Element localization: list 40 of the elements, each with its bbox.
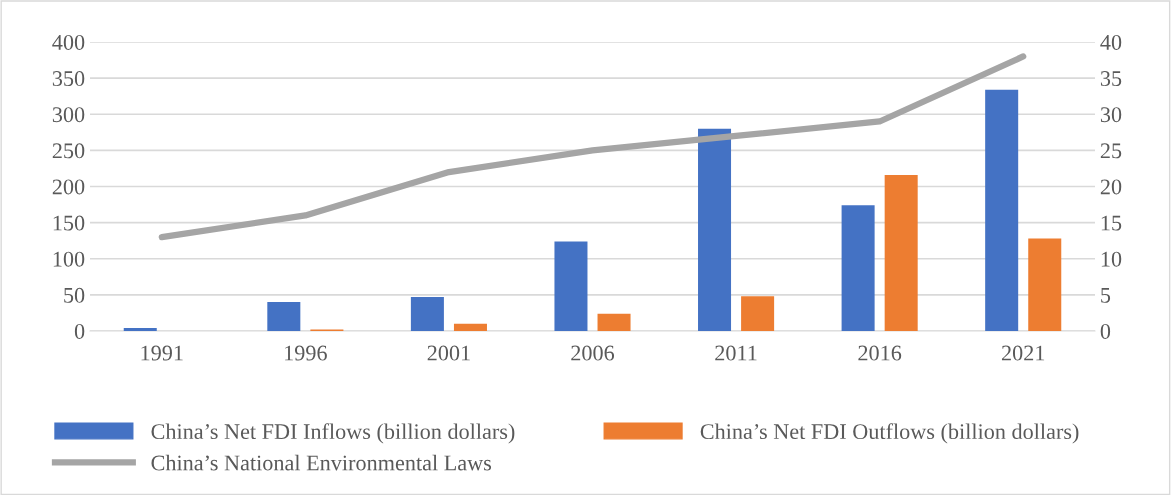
y2-tick-label: 35	[1100, 71, 1122, 87]
y2-tick-label: 5	[1101, 288, 1111, 303]
bar	[267, 302, 301, 331]
y2-tick-label: 15	[1101, 215, 1122, 231]
y2-tick-label: 40	[1100, 34, 1122, 50]
y-tick-label: 250	[52, 143, 85, 159]
y2-tick-label: 10	[1101, 251, 1122, 267]
x-tick-label: 2011	[715, 345, 757, 361]
legend-label: China’s National Environmental Laws	[151, 454, 492, 471]
bar	[123, 328, 157, 331]
bar	[1028, 238, 1062, 331]
bar	[985, 89, 1019, 331]
y2-tick-label: 0	[1100, 323, 1111, 339]
x-tick-label: 1996	[285, 345, 327, 361]
bar	[554, 241, 588, 331]
y-tick-label: 50	[64, 287, 85, 303]
bar	[841, 205, 875, 331]
legend-label: China’s Net FDI Inflows (billion dollars)	[151, 423, 515, 444]
x-tick-label: 2001	[427, 345, 470, 361]
y2-tick-label: 25	[1100, 143, 1122, 159]
y-tick-label: 100	[53, 251, 85, 267]
bar	[698, 128, 732, 331]
bar	[741, 296, 775, 331]
bar	[453, 323, 487, 331]
legend-label: China’s Net FDI Outflows (billion dollars)	[700, 423, 1079, 444]
x-tick-label: 2006	[571, 345, 615, 361]
x-tick-label: 1991	[141, 345, 183, 361]
x-tick-label: 2021	[1001, 345, 1045, 361]
y2-tick-label: 20	[1100, 179, 1122, 195]
y-tick-label: 300	[52, 107, 85, 123]
y-tick-label: 150	[53, 215, 85, 231]
bar	[597, 313, 631, 331]
bar	[884, 174, 918, 331]
bar	[410, 297, 444, 331]
y2-tick-label: 30	[1100, 107, 1122, 123]
y-tick-label: 400	[52, 34, 85, 50]
y-tick-label: 200	[52, 179, 85, 195]
y-tick-label: 350	[52, 71, 85, 87]
y-tick-label: 0	[74, 323, 85, 339]
x-tick-label: 2016	[858, 345, 902, 361]
